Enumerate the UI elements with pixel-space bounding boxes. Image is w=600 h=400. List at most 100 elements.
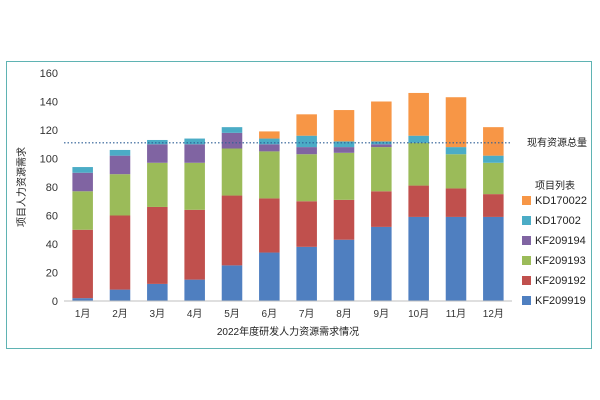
y-tick-label: 80 bbox=[46, 182, 58, 194]
y-axis-title: 项目人力资源需求 bbox=[15, 147, 28, 227]
bar-segment bbox=[221, 132, 243, 149]
bar-segment bbox=[109, 149, 131, 156]
x-tick-label: 6月 bbox=[262, 308, 278, 320]
stacked-bar-chart: 0 20 40 60 80 100 120 140 160 1月 2月 3月 4月 5月 6月 7月 8月 9月… bbox=[15, 68, 587, 338]
y-tick-label: 20 bbox=[46, 268, 58, 280]
x-tick-label: 2月 bbox=[112, 308, 128, 320]
x-tick-label: 5月 bbox=[224, 308, 240, 320]
y-tick-label: 60 bbox=[46, 211, 58, 223]
bar-segment bbox=[147, 162, 168, 207]
x-tick-label: 1月 bbox=[75, 308, 91, 320]
y-tick-label: 0 bbox=[52, 296, 58, 308]
legend-entry-label: KF209919 bbox=[535, 295, 586, 307]
bar-segment bbox=[333, 147, 355, 153]
bar-segment bbox=[221, 265, 243, 301]
bar-segment bbox=[72, 229, 93, 299]
bar-segment bbox=[259, 144, 280, 152]
legend-entry-label: KF209194 bbox=[535, 235, 586, 247]
x-axis-ticks: 1月 2月 3月 4月 5月 6月 7月 8月 9月 10月 11月 12月 bbox=[75, 308, 504, 320]
legend-entry-label: KD170022 bbox=[535, 195, 587, 207]
bar-segment bbox=[483, 194, 504, 217]
bar-segment bbox=[333, 152, 355, 200]
y-tick-label: 40 bbox=[46, 239, 58, 251]
y-tick-label: 160 bbox=[40, 68, 58, 80]
bar-segment bbox=[259, 198, 280, 253]
legend-swatch bbox=[522, 236, 531, 245]
bar-segment bbox=[371, 101, 392, 142]
bar-segment bbox=[445, 216, 467, 301]
bar-segment bbox=[259, 138, 280, 145]
legend: 项目列表 KD170022 KD17002 KF209194 KF209193 KF20… bbox=[522, 179, 587, 307]
bar-segment bbox=[445, 147, 467, 155]
bar-segment bbox=[296, 114, 317, 136]
bar-segment bbox=[371, 144, 392, 148]
bar-segment bbox=[408, 216, 429, 301]
bar-segment bbox=[184, 144, 205, 163]
bar-segment bbox=[296, 154, 317, 202]
legend-swatch bbox=[522, 276, 531, 285]
x-tick-label: 4月 bbox=[187, 308, 203, 320]
bar-segment bbox=[333, 199, 355, 240]
legend-swatch bbox=[522, 296, 531, 305]
bar-segment bbox=[483, 155, 504, 163]
bar-segment bbox=[72, 167, 93, 173]
legend-swatch bbox=[522, 216, 531, 225]
bar-segment bbox=[371, 191, 392, 227]
bar-segment bbox=[296, 135, 317, 148]
bar-segment bbox=[72, 191, 93, 230]
legend-swatch bbox=[522, 196, 531, 205]
bar-segment bbox=[184, 209, 205, 280]
legend-entry-label: KF209193 bbox=[535, 255, 586, 267]
chart-frame: 0 20 40 60 80 100 120 140 160 1月 2月 3月 4月 5月 6月 7月 8月 9月… bbox=[6, 61, 592, 349]
bar-segment bbox=[184, 138, 205, 145]
bar-segment bbox=[259, 131, 280, 139]
x-tick-label: 10月 bbox=[408, 308, 429, 320]
bar-segment bbox=[147, 206, 168, 284]
bar-segment bbox=[445, 97, 467, 148]
x-axis-title: 2022年度研发人力资源需求情况 bbox=[217, 325, 359, 338]
x-tick-label: 11月 bbox=[446, 308, 466, 320]
legend-entry-label: KD17002 bbox=[535, 215, 581, 227]
bar-segment bbox=[184, 162, 205, 210]
bar-segment bbox=[184, 279, 205, 301]
bar-segment bbox=[109, 155, 131, 175]
x-tick-label: 12月 bbox=[483, 308, 504, 320]
bar-segment bbox=[371, 147, 392, 192]
y-axis-ticks: 0 20 40 60 80 100 120 140 160 bbox=[40, 68, 58, 308]
bar-segment bbox=[221, 127, 243, 133]
bar-segment bbox=[296, 147, 317, 155]
bar-segment bbox=[445, 154, 467, 189]
bar-segment bbox=[408, 92, 429, 136]
bar-segment bbox=[221, 195, 243, 266]
y-tick-label: 140 bbox=[40, 97, 58, 109]
bar-segment bbox=[483, 162, 504, 195]
bar-segment bbox=[221, 148, 243, 196]
bar-segment bbox=[109, 174, 131, 216]
bar-segment bbox=[259, 252, 280, 301]
bar-series bbox=[72, 92, 504, 301]
bar-segment bbox=[296, 246, 317, 301]
x-tick-label: 8月 bbox=[336, 308, 352, 320]
legend-entry-label: KF209192 bbox=[535, 275, 586, 287]
reference-line-label: 现有资源总量 bbox=[527, 136, 587, 149]
bar-segment bbox=[333, 141, 355, 148]
x-tick-label: 3月 bbox=[150, 308, 166, 320]
bar-segment bbox=[147, 144, 168, 163]
bar-segment bbox=[371, 226, 392, 301]
bar-segment bbox=[147, 139, 168, 145]
bar-segment bbox=[408, 142, 429, 186]
bar-segment bbox=[483, 216, 504, 301]
bar-segment bbox=[408, 185, 429, 217]
bar-segment bbox=[296, 201, 317, 247]
y-tick-label: 120 bbox=[40, 125, 58, 137]
x-tick-label: 9月 bbox=[374, 308, 390, 320]
legend-swatch bbox=[522, 256, 531, 265]
bar-segment bbox=[483, 127, 504, 156]
bar-segment bbox=[72, 172, 93, 192]
bar-segment bbox=[109, 289, 131, 301]
bar-segment bbox=[109, 215, 131, 290]
bar-segment bbox=[333, 110, 355, 142]
y-tick-label: 100 bbox=[40, 154, 58, 166]
legend-title: 项目列表 bbox=[535, 179, 575, 192]
bar-segment bbox=[371, 141, 392, 145]
